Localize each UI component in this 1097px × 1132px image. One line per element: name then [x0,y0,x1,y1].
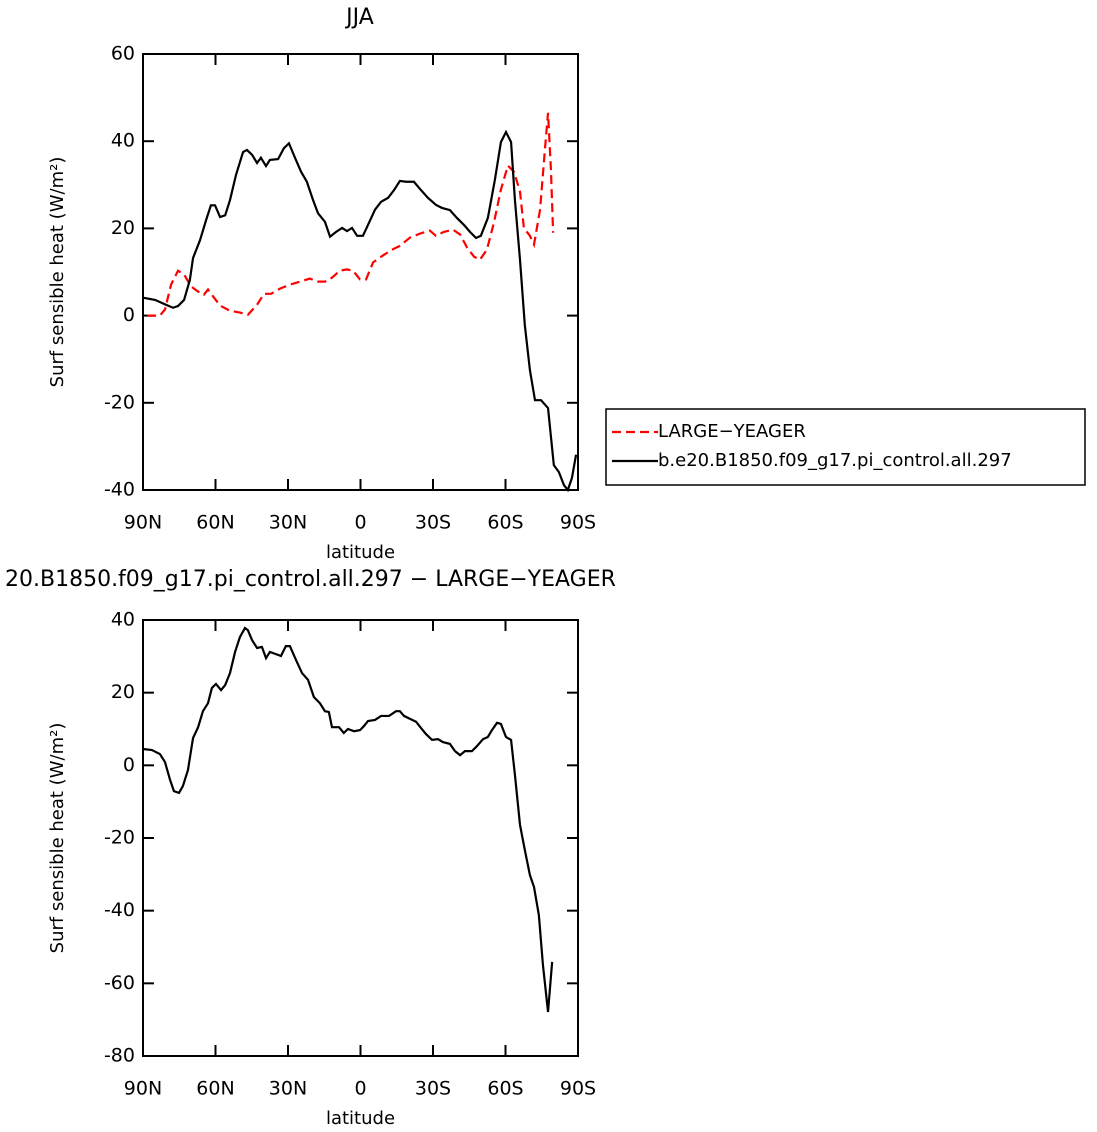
legend-box [605,408,1086,486]
y-tick-label: 0 [123,304,135,326]
x-axis-label: latitude [326,542,395,563]
chart-title: JJA [344,5,374,30]
y-tick-label: -40 [104,899,135,921]
y-tick-label: -20 [104,391,135,413]
chart-title: 20.B1850.f09_g17.pi_control.all.297 − LA… [5,567,616,592]
y-tick-label: -60 [104,972,135,994]
y-tick-label: 0 [123,754,135,776]
x-tick-label: 60S [487,1078,523,1100]
data-line [142,129,578,493]
y-tick-label: 40 [111,609,135,631]
x-tick-label: 30N [269,1078,307,1100]
plot-frame [142,53,579,491]
x-tick-label: 30S [415,512,451,534]
x-tick-label: 90S [560,512,596,534]
x-tick-label: 90N [124,512,162,534]
x-tick-label: 0 [354,1078,366,1100]
y-axis-label: Surf sensible heat (W/m²) [47,723,68,954]
y-tick-label: -40 [104,479,135,501]
y-tick-label: -80 [104,1045,135,1067]
y-axis-label: Surf sensible heat (W/m²) [47,157,68,388]
y-tick-label: 40 [111,130,135,152]
x-tick-label: 30N [269,512,307,534]
x-tick-label: 90S [560,1078,596,1100]
x-tick-label: 30S [415,1078,451,1100]
plot-frame [142,619,579,1057]
x-tick-label: 0 [354,512,366,534]
legend-label: b.e20.B1850.f09_g17.pi_control.all.297 [658,450,1012,471]
data-line [142,626,554,1013]
data-line [147,112,555,317]
x-tick-label: 60S [487,512,523,534]
y-tick-label: 20 [111,681,135,703]
x-axis-label: latitude [326,1108,395,1129]
y-tick-label: -20 [104,827,135,849]
y-tick-label: 60 [111,43,135,65]
x-tick-label: 90N [124,1078,162,1100]
x-tick-label: 60N [196,512,234,534]
y-tick-label: 20 [111,217,135,239]
legend-label: LARGE−YEAGER [658,421,806,442]
x-tick-label: 60N [196,1078,234,1100]
